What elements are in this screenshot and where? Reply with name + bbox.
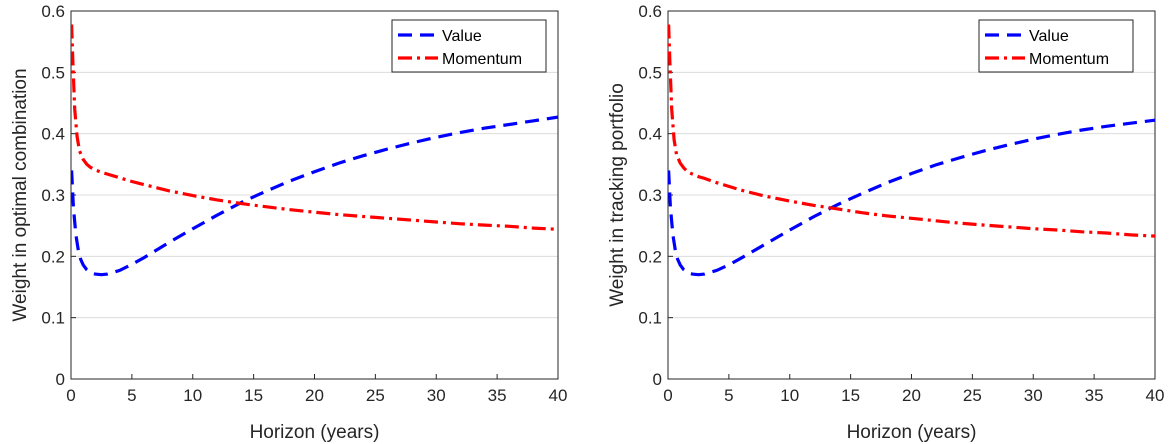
series-line-momentum [668, 24, 1155, 238]
y-tick-label: 0.1 [638, 309, 662, 328]
y-tick-label: 0.3 [638, 186, 662, 205]
plot-area-frame [70, 10, 559, 380]
legend-label-value: Value [1029, 28, 1069, 45]
x-axis-label: Horizon (years) [847, 422, 977, 443]
x-axis-label: Horizon (years) [250, 422, 380, 443]
legend-label-momentum: Momentum [1029, 51, 1109, 68]
y-tick-label: 0.5 [638, 63, 662, 82]
y-tick-label: 0 [56, 370, 65, 389]
y-tick-label: 0.1 [41, 309, 65, 328]
legend-box [391, 19, 547, 73]
y-tick-label: 0.6 [638, 2, 662, 21]
legend-label-value: Value [442, 28, 482, 45]
x-tick-label: 30 [427, 386, 446, 405]
y-tick-label: 0.4 [638, 125, 662, 144]
chart-panel-1: 0 0.1 0.2 0.3 0.4 0.5 0.6 0 5 10 15 20 25 30 35 40 Horiz… [10, 2, 567, 443]
y-tick-label: 0.2 [41, 247, 65, 266]
series-line-value [668, 118, 1155, 277]
y-tick-label: 0.2 [638, 247, 662, 266]
x-tick-label: 0 [663, 386, 672, 405]
x-tick-label: 35 [1085, 386, 1104, 405]
x-tick-label: 25 [963, 386, 982, 405]
x-tick-label: 5 [127, 386, 136, 405]
x-tick-label: 15 [244, 386, 263, 405]
chart-panel-2: 0 0.1 0.2 0.3 0.4 0.5 0.6 0 5 10 15 20 25 30 35 40 Horiz… [607, 2, 1164, 443]
x-tick-label: 35 [488, 386, 507, 405]
plot-area-frame [667, 10, 1156, 380]
x-tick-label: 0 [66, 386, 75, 405]
y-tick-label: 0 [653, 370, 662, 389]
y-tick-label: 0.4 [41, 125, 65, 144]
y-axis-label: Weight in optimal combination [10, 68, 31, 321]
legend: Value Momentum [978, 19, 1134, 73]
y-tick-label: 0.3 [41, 186, 65, 205]
y-tick-label: 0.6 [41, 2, 65, 21]
legend-label-momentum: Momentum [442, 51, 522, 68]
x-tick-label: 20 [305, 386, 324, 405]
x-tick-label: 5 [724, 386, 733, 405]
x-tick-label: 40 [1146, 386, 1165, 405]
x-tick-label: 30 [1024, 386, 1043, 405]
x-tick-label: 15 [841, 386, 860, 405]
series-line-value [71, 115, 558, 277]
x-tick-label: 25 [366, 386, 385, 405]
series-line-momentum [71, 24, 558, 231]
x-tick-label: 10 [183, 386, 202, 405]
x-tick-label: 20 [902, 386, 921, 405]
x-tick-label: 10 [780, 386, 799, 405]
legend: Value Momentum [391, 19, 547, 73]
x-tick-label: 40 [549, 386, 568, 405]
legend-box [978, 19, 1134, 73]
y-axis-label: Weight in tracking portfolio [607, 83, 628, 307]
y-tick-label: 0.5 [41, 63, 65, 82]
